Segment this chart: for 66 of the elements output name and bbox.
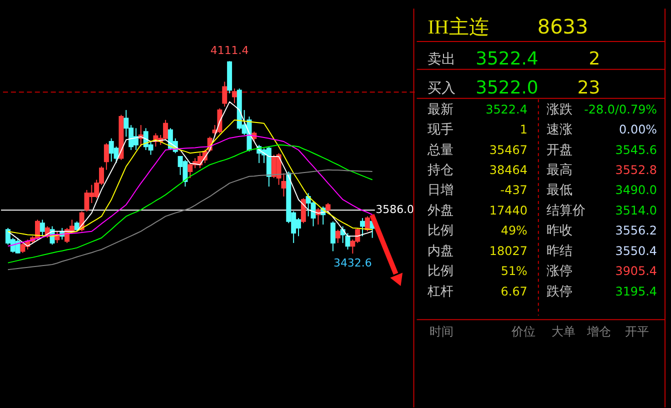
text: 速涨 [546, 122, 572, 138]
candlestick [300, 198, 306, 224]
text: 3552.8 [615, 162, 658, 177]
text: 49% [500, 224, 528, 238]
text: 日增 [428, 183, 454, 198]
text: 结算价 [546, 203, 586, 218]
text: 昨结 [546, 244, 572, 259]
text: 最低 [546, 183, 572, 198]
text: 杠杆 [426, 284, 454, 300]
text: 8633 [537, 14, 588, 39]
text: 总量 [426, 142, 454, 158]
text: 开平 [625, 324, 650, 339]
text: 大单 [551, 324, 576, 339]
text: 17440 [489, 203, 528, 218]
text: 51% [500, 264, 528, 278]
text: 增仓 [586, 324, 612, 339]
annotation: 4111.4 [210, 44, 249, 58]
text: 持仓 [428, 162, 454, 178]
candlestick [74, 220, 80, 232]
text: 最新 [428, 102, 454, 118]
text: 卖出 [428, 51, 456, 68]
text: 价位 [510, 324, 536, 339]
candlestick [360, 218, 365, 237]
text: 3195.4 [615, 284, 658, 298]
candlestick [330, 220, 336, 252]
text: 3514.0 [615, 203, 658, 218]
text: 35467 [489, 142, 528, 157]
text: 现手 [428, 122, 454, 138]
text: 内盘 [428, 244, 454, 259]
text: 2 [588, 48, 600, 70]
text: 昨收 [546, 224, 572, 239]
text: 时间 [430, 324, 454, 339]
text: -437 [500, 183, 528, 198]
text: 0.00% [619, 122, 658, 137]
text: 3490.0 [615, 183, 658, 198]
text: IH主连 [428, 16, 489, 39]
candlestick [104, 142, 109, 170]
candlestick [232, 88, 237, 104]
text: 1 [520, 122, 528, 137]
text: 开盘 [546, 142, 572, 158]
text: 涨停 [546, 264, 572, 280]
text: 3522.4 [476, 48, 538, 70]
text: 3522.0 [476, 77, 538, 98]
text: -28.0/0.79% [584, 102, 658, 116]
text: 3905.4 [615, 264, 658, 278]
text: 比例 [428, 264, 454, 280]
text: 3545.6 [615, 142, 658, 157]
text: 外盘 [428, 203, 454, 218]
text: 比例 [428, 224, 454, 239]
candlestick [222, 81, 228, 108]
text: 跌停 [546, 284, 572, 300]
text: 23 [577, 77, 600, 98]
text: 3550.4 [615, 244, 658, 258]
candlestick [40, 219, 45, 237]
ref-line-label: 3586.0 [376, 203, 414, 216]
text: 买入 [428, 80, 456, 96]
candlestick [335, 229, 340, 244]
text: 38464 [489, 162, 528, 177]
text: 3522.4 [486, 102, 528, 116]
candlestick [364, 216, 370, 232]
text: 涨跌 [546, 102, 572, 118]
text: 3556.2 [615, 224, 658, 238]
text: 18027 [489, 244, 528, 258]
text: 最高 [546, 162, 572, 178]
annotation: 3432.6 [333, 256, 372, 270]
text: 6.67 [500, 284, 528, 298]
